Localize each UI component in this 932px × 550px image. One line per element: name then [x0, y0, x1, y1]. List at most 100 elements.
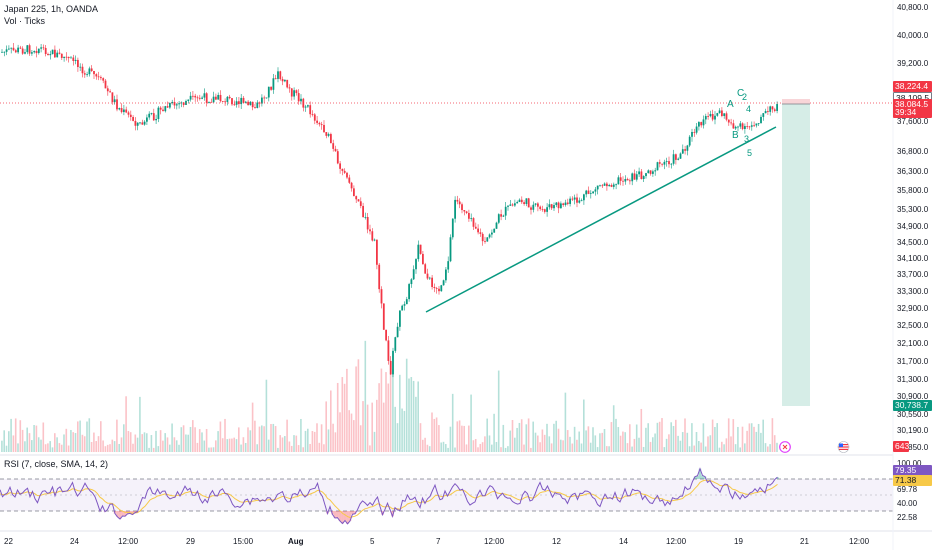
volume-bar — [182, 425, 185, 452]
candle-body — [56, 52, 59, 58]
candle-body — [88, 68, 91, 75]
candle-body — [67, 56, 70, 59]
volume-bar — [486, 418, 488, 452]
candle-body — [539, 206, 542, 210]
candle-body — [49, 54, 52, 56]
wave-label-a[interactable]: A — [727, 99, 734, 110]
trendline[interactable] — [425, 126, 777, 313]
candle-body — [54, 49, 56, 58]
time-tick: 19 — [734, 537, 743, 546]
volume-title[interactable]: Vol · Ticks — [4, 16, 46, 26]
gift-icon[interactable] — [779, 440, 791, 458]
volume-bar — [428, 446, 431, 452]
candle-body — [626, 179, 629, 181]
volume-bar — [258, 426, 261, 452]
volume-bar — [610, 422, 613, 452]
candle-body — [530, 207, 532, 210]
volume-bar — [571, 443, 574, 452]
volume-bar — [608, 446, 610, 452]
candle-body — [700, 122, 703, 126]
symbol-title[interactable]: Japan 225, 1h, OANDA — [4, 4, 99, 14]
wave-label-c[interactable]: C — [737, 88, 745, 99]
short-position-stop-zone[interactable] — [782, 99, 810, 104]
volume-bar — [169, 444, 171, 452]
volume-bar — [730, 436, 732, 452]
volume-bar — [555, 420, 557, 452]
candle-body — [744, 126, 746, 129]
wave-label-5[interactable]: 5 — [747, 148, 753, 158]
volume-bar — [24, 441, 26, 452]
candle-body — [336, 151, 339, 164]
short-position-target-zone[interactable] — [782, 104, 810, 406]
volume-bar — [578, 431, 580, 452]
rsi-overbought-fill — [776, 477, 779, 479]
candle-body — [753, 125, 755, 127]
volume-bar — [272, 423, 275, 452]
candle-body — [610, 184, 613, 187]
candle-body — [125, 109, 128, 113]
volume-bar — [265, 379, 268, 452]
volume-bar — [744, 443, 746, 452]
volume-bar — [642, 446, 645, 452]
volume-bars — [1, 340, 778, 452]
price-tick: 33,700.0 — [897, 270, 929, 279]
wave-label-4[interactable]: 4 — [746, 104, 752, 114]
volume-bar — [438, 425, 440, 452]
volume-bar — [171, 423, 173, 452]
volume-bar — [477, 447, 479, 452]
volume-bar — [166, 437, 169, 452]
candle-body — [757, 123, 760, 125]
candle-body — [143, 121, 146, 125]
volume-bar — [90, 441, 93, 452]
price-tick: 35,800.0 — [897, 186, 929, 195]
volume-bar — [702, 423, 705, 452]
volume-bar — [405, 358, 408, 452]
candle-body — [242, 97, 245, 103]
wave-label-3[interactable]: 3 — [744, 134, 750, 144]
candle-body — [711, 113, 714, 120]
volume-bar — [601, 432, 603, 452]
volume-bar — [81, 434, 84, 452]
candle-body — [334, 148, 337, 152]
candle-body — [169, 103, 171, 108]
volume-bar — [159, 430, 162, 452]
volume-bar — [472, 440, 475, 452]
volume-bar — [435, 417, 438, 452]
candle-body — [566, 202, 569, 204]
volume-bar — [553, 423, 555, 452]
volume-bar — [709, 435, 712, 452]
volume-bar — [426, 444, 429, 452]
candle-body — [493, 228, 496, 233]
candle-body — [219, 94, 222, 102]
volume-bar — [658, 421, 661, 452]
flag-us-icon[interactable] — [837, 440, 850, 458]
candle-body — [297, 93, 300, 102]
rsi-oversold-fill — [123, 511, 127, 517]
volume-bar — [286, 419, 288, 452]
candle-body — [619, 177, 622, 181]
volume-bar — [456, 421, 459, 452]
wave-label-b[interactable]: B — [732, 130, 739, 141]
volume-bar — [704, 446, 707, 452]
rsi-title[interactable]: RSI (7, close, SMA, 14, 2) — [4, 459, 109, 469]
volume-bar — [700, 442, 702, 452]
volume-bar — [118, 443, 120, 452]
volume-bar — [194, 427, 196, 452]
candle-body — [640, 171, 643, 180]
volume-bar — [723, 444, 725, 452]
volume-bar — [739, 447, 741, 452]
wave-label-2[interactable]: 2 — [742, 92, 748, 102]
candle-body — [723, 113, 726, 116]
candle-body — [256, 102, 259, 109]
volume-bar — [251, 402, 254, 452]
volume-bar — [424, 437, 426, 452]
candle-body — [90, 68, 93, 72]
candle-body — [454, 199, 456, 219]
volume-bar — [445, 444, 447, 452]
rsi-oversold-fill — [118, 511, 122, 520]
volume-bar — [113, 441, 116, 452]
volume-bar — [242, 437, 245, 452]
bar-countdown-badge: 39:34 — [893, 107, 932, 118]
rsi-tick: 22.58 — [897, 513, 918, 522]
